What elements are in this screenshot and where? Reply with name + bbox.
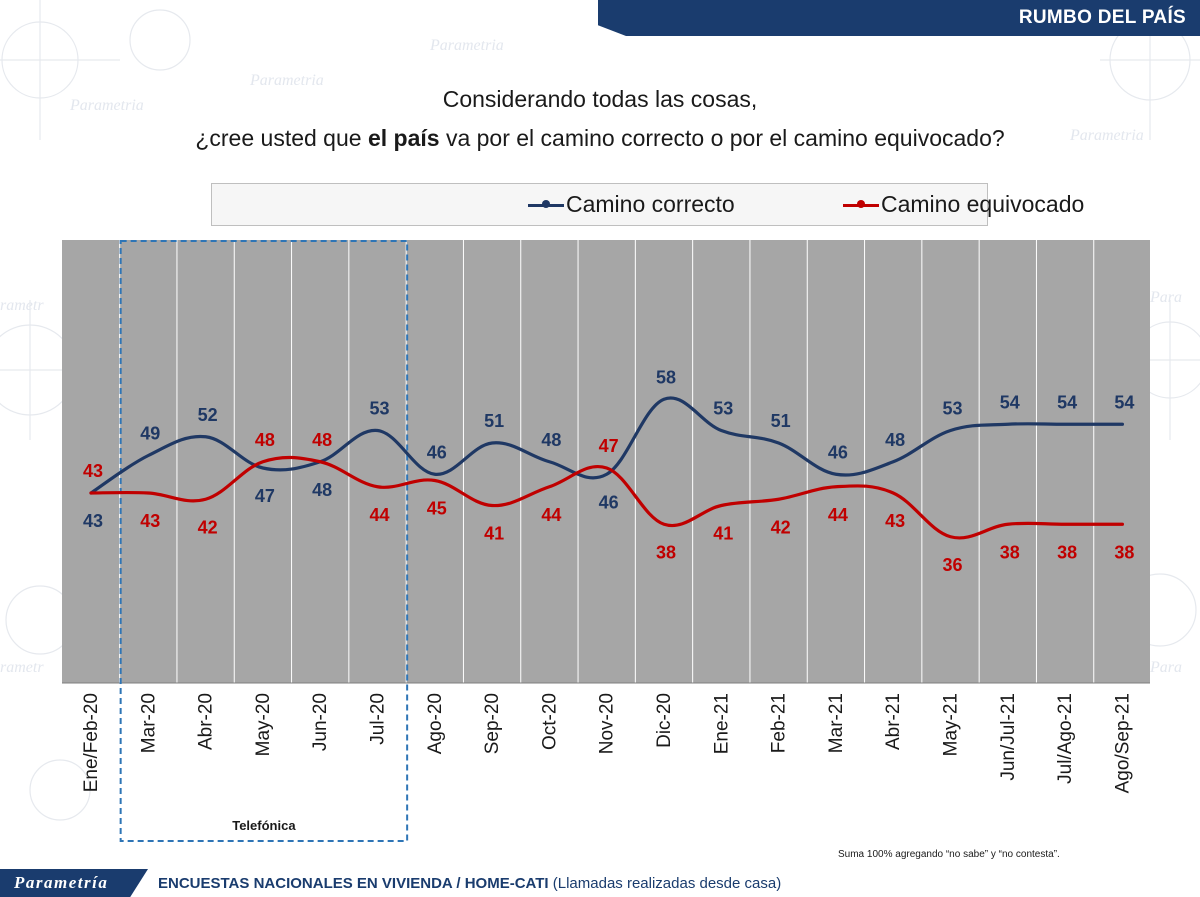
brand-logo: Parametría	[14, 873, 109, 892]
data-label-equivocado: 43	[83, 461, 103, 481]
footer-logo-band: Parametría	[0, 869, 148, 897]
series-line-correcto	[89, 396, 1124, 495]
data-label-correcto: 48	[312, 480, 332, 500]
data-label-equivocado: 47	[599, 436, 619, 456]
x-tick-label: May-20	[253, 693, 274, 756]
x-tick-label: Ene-21	[711, 693, 732, 754]
x-tick-label: Abr-21	[883, 693, 904, 750]
data-label-equivocado: 41	[484, 524, 504, 544]
data-label-correcto: 46	[599, 492, 619, 512]
page-title: RUMBO DEL PAÍS	[1018, 7, 1186, 28]
data-label-correcto: 49	[140, 424, 160, 444]
x-tick-label: Feb-21	[769, 693, 790, 753]
data-label-correcto: 53	[942, 399, 962, 419]
data-label-correcto: 47	[255, 486, 275, 506]
data-label-equivocado: 44	[541, 505, 561, 525]
x-tick-label: Dic-20	[654, 693, 675, 748]
footer-text-bold: ENCUESTAS NACIONALES EN VIVIENDA / HOME-…	[158, 875, 549, 892]
header-band: RUMBO DEL PAÍS	[598, 0, 1200, 36]
data-label-correcto: 46	[427, 442, 447, 462]
footer-text-normal: (Llamadas realizadas desde casa)	[548, 875, 782, 892]
legend-marker-equivocado	[857, 200, 865, 208]
data-label-equivocado: 38	[1000, 542, 1020, 562]
data-label-equivocado: 41	[713, 524, 733, 544]
svg-text:Para: Para	[1149, 289, 1182, 306]
chart-legend: Camino correcto Camino equivocado	[211, 183, 1084, 226]
footnote: Suma 100% agregando “no sabe” y “no cont…	[838, 849, 1060, 860]
data-label-correcto: 58	[656, 367, 676, 387]
data-label-correcto: 51	[484, 411, 504, 431]
plot-area	[62, 240, 1150, 683]
x-tick-label: Oct-20	[539, 693, 560, 750]
svg-text:rametr: rametr	[0, 659, 44, 676]
svg-text:Para: Para	[1149, 659, 1182, 676]
footer-text: ENCUESTAS NACIONALES EN VIVIENDA / HOME-…	[158, 875, 781, 892]
data-label-equivocado: 36	[942, 555, 962, 575]
x-tick-label: May-21	[941, 693, 962, 756]
x-tick-label: Jul/Ago-21	[1055, 693, 1076, 784]
legend-label-correcto: Camino correcto	[566, 191, 735, 217]
data-label-correcto: 54	[1057, 392, 1077, 412]
data-label-equivocado: 48	[312, 430, 332, 450]
question-line-1: Considerando todas las cosas,	[442, 86, 758, 112]
data-label-correcto: 53	[369, 399, 389, 419]
x-tick-label: Nov-20	[597, 693, 618, 754]
data-label-equivocado: 45	[427, 499, 447, 519]
x-tick-label: Mar-20	[138, 693, 159, 753]
question-line-2-end: va por el camino correcto o por el camin…	[439, 125, 1005, 151]
x-tick-label: Ene/Feb-20	[81, 693, 102, 792]
data-label-equivocado: 42	[198, 517, 218, 537]
legend-marker-correcto	[542, 200, 550, 208]
data-label-correcto: 48	[885, 430, 905, 450]
data-label-correcto: 48	[541, 430, 561, 450]
x-tick-label: Ago-20	[425, 693, 446, 754]
x-tick-label: Abr-20	[196, 693, 217, 750]
x-tick-label: Sep-20	[482, 693, 503, 754]
question-line-2: ¿cree usted que el país va por el camino…	[0, 125, 1200, 152]
data-label-equivocado: 43	[885, 511, 905, 531]
data-label-correcto: 43	[83, 511, 103, 531]
x-tick-label: Jul-20	[368, 693, 389, 745]
data-label-equivocado: 42	[771, 517, 791, 537]
data-label-equivocado: 38	[656, 542, 676, 562]
data-label-correcto: 54	[1000, 392, 1020, 412]
question-line-2-start: ¿cree usted que	[195, 125, 368, 151]
x-tick-label: Mar-21	[826, 693, 847, 753]
data-label-equivocado: 48	[255, 430, 275, 450]
highlight-label: Telefónica	[232, 818, 296, 833]
data-label-correcto: 51	[771, 411, 791, 431]
svg-text:Parametria: Parametria	[249, 72, 324, 89]
data-label-equivocado: 38	[1057, 542, 1077, 562]
x-tick-label: Ago/Sep-21	[1112, 693, 1133, 793]
svg-text:rametr: rametr	[0, 297, 44, 314]
data-label-correcto: 54	[1114, 392, 1134, 412]
data-label-equivocado: 44	[828, 505, 848, 525]
data-label-equivocado: 43	[140, 511, 160, 531]
svg-text:Parametria: Parametria	[1069, 127, 1144, 144]
data-label-correcto: 53	[713, 399, 733, 419]
data-label-equivocado: 38	[1114, 542, 1134, 562]
series-line-equivocado	[89, 455, 1124, 540]
legend-label-equivocado: Camino equivocado	[881, 191, 1085, 217]
data-label-correcto: 52	[198, 405, 218, 425]
data-label-correcto: 46	[828, 442, 848, 462]
data-label-equivocado: 44	[369, 505, 389, 525]
svg-text:Parametria: Parametria	[69, 97, 144, 114]
svg-text:Parametria: Parametria	[429, 37, 504, 54]
question-line-2-emphasis: el país	[367, 125, 440, 151]
x-tick-label: Jun-20	[310, 693, 331, 751]
highlight-box	[119, 240, 409, 842]
x-tick-label: Jun/Jul-21	[998, 693, 1019, 781]
